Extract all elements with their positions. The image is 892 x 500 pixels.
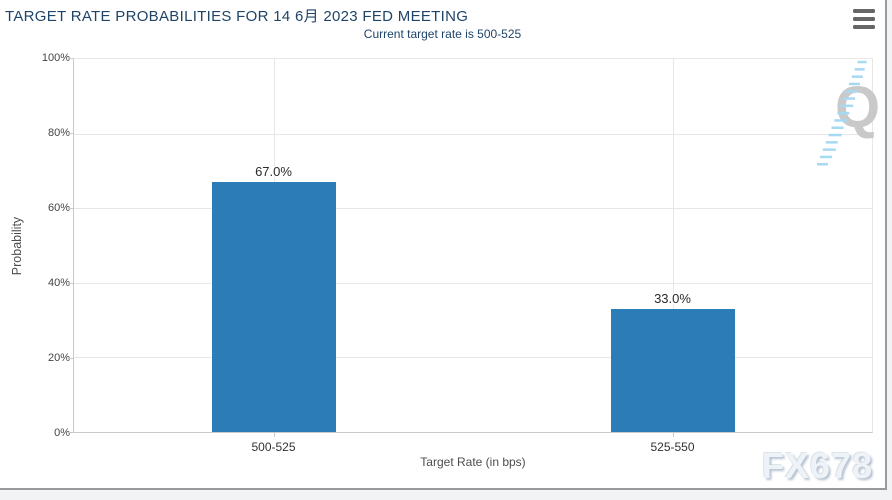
gridline xyxy=(672,59,674,432)
swoosh-dashes xyxy=(817,60,867,166)
hamburger-icon xyxy=(853,9,875,13)
y-tick-mark xyxy=(68,208,74,209)
y-tick-mark xyxy=(68,133,74,134)
chart-panel: TARGET RATE PROBABILITIES FOR 14 6月 2023… xyxy=(0,0,887,490)
fx678-watermark: FX678 xyxy=(761,445,873,486)
y-tick-mark xyxy=(68,432,74,433)
q-letter: Q xyxy=(835,75,880,140)
bar-500-525[interactable] xyxy=(211,182,336,432)
quandl-q-logo-icon: Q xyxy=(817,60,880,166)
y-tick-mark xyxy=(68,283,74,284)
y-tick-mark xyxy=(68,358,74,359)
y-tick-label: 100% xyxy=(41,52,70,64)
hamburger-icon xyxy=(853,17,875,21)
x-tick-mark xyxy=(672,432,674,437)
bar-value-label: 33.0% xyxy=(654,290,691,306)
y-tick-label: 40% xyxy=(47,277,70,289)
y-tick-mark xyxy=(68,58,74,59)
y-tick-label: 60% xyxy=(47,202,70,214)
bar-525-550[interactable] xyxy=(610,308,735,432)
gridline xyxy=(74,357,872,359)
x-category-label: 525-550 xyxy=(650,440,695,454)
gridline xyxy=(74,282,872,284)
y-tick-label: 20% xyxy=(47,352,70,364)
export-menu-button[interactable] xyxy=(853,9,875,29)
chart-title: TARGET RATE PROBABILITIES FOR 14 6月 2023… xyxy=(5,8,469,25)
hamburger-icon xyxy=(853,25,875,29)
plot-area: 67.0% 33.0% 500-525 525-550 xyxy=(73,58,873,454)
gridline xyxy=(74,208,872,210)
bar-value-label: 67.0% xyxy=(255,164,292,180)
bar-column-525-550: 33.0% xyxy=(610,59,735,432)
chart-subtitle: Current target rate is 500-525 xyxy=(363,27,522,41)
gridline xyxy=(74,133,872,135)
x-category-label: 500-525 xyxy=(251,440,296,454)
bar-column-500-525: 67.0% xyxy=(211,59,336,432)
x-tick-mark xyxy=(273,432,275,437)
y-tick-label: 80% xyxy=(47,127,70,139)
y-tick-label: 0% xyxy=(54,427,70,439)
x-axis-title: Target Rate (in bps) xyxy=(420,455,526,469)
y-axis: 100% 80% 60% 40% 20% 0% xyxy=(0,52,74,439)
